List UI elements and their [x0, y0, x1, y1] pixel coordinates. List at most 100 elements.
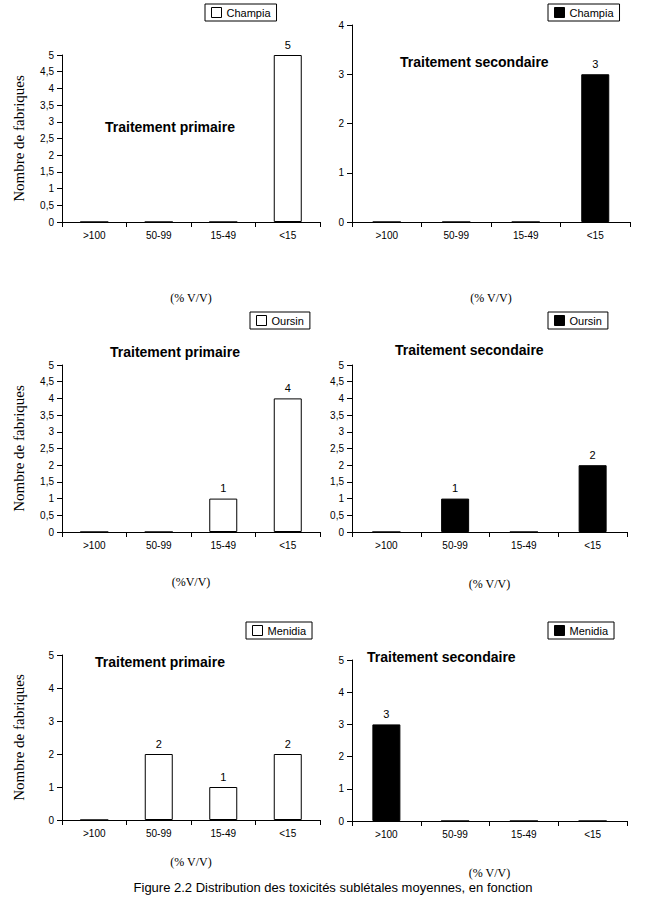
svg-text:Menidia: Menidia: [268, 625, 307, 637]
svg-text:0: 0: [48, 217, 54, 228]
svg-text:2,5: 2,5: [40, 133, 54, 144]
svg-text:50-99: 50-99: [442, 540, 468, 551]
svg-text:0: 0: [338, 217, 344, 228]
svg-text:<15: <15: [279, 828, 296, 839]
svg-text:50-99: 50-99: [442, 829, 468, 840]
svg-text:0,5: 0,5: [330, 510, 344, 521]
svg-text:3: 3: [338, 719, 344, 730]
svg-text:(% V/V): (% V/V): [170, 291, 211, 305]
svg-text:Traitement primaire: Traitement primaire: [95, 654, 225, 670]
svg-text:Nombre de fabriques: Nombre de fabriques: [11, 75, 27, 202]
svg-text:2: 2: [590, 449, 596, 461]
svg-text:Traitement secondaire: Traitement secondaire: [400, 54, 549, 70]
svg-text:15-49: 15-49: [210, 828, 236, 839]
svg-text:(%V/V): (%V/V): [172, 575, 211, 589]
svg-text:1: 1: [338, 167, 344, 178]
svg-text:>100: >100: [83, 540, 106, 551]
svg-text:3: 3: [338, 426, 344, 437]
svg-text:15-49: 15-49: [511, 540, 537, 551]
svg-text:>100: >100: [375, 230, 398, 241]
svg-text:4: 4: [48, 393, 54, 404]
svg-text:3: 3: [383, 708, 389, 720]
svg-text:2: 2: [156, 738, 162, 750]
svg-text:50-99: 50-99: [146, 828, 172, 839]
svg-text:0: 0: [48, 815, 54, 826]
svg-text:Nombre de fabriques: Nombre de fabriques: [11, 674, 27, 801]
svg-text:Oursin: Oursin: [570, 315, 602, 327]
svg-text:>100: >100: [375, 540, 398, 551]
svg-text:>100: >100: [83, 230, 106, 241]
svg-text:>100: >100: [83, 828, 106, 839]
svg-text:3,5: 3,5: [330, 410, 344, 421]
svg-text:3,5: 3,5: [40, 410, 54, 421]
svg-text:5: 5: [48, 650, 54, 661]
svg-text:Champia: Champia: [570, 7, 615, 19]
svg-text:<15: <15: [584, 829, 601, 840]
svg-text:<15: <15: [584, 540, 601, 551]
svg-text:15-49: 15-49: [513, 230, 539, 241]
svg-text:1,5: 1,5: [330, 476, 344, 487]
svg-text:Menidia: Menidia: [570, 625, 609, 637]
svg-text:5: 5: [48, 50, 54, 61]
svg-text:0,5: 0,5: [40, 200, 54, 211]
svg-text:15-49: 15-49: [511, 829, 537, 840]
svg-text:4,5: 4,5: [40, 66, 54, 77]
svg-text:0: 0: [338, 527, 344, 538]
svg-text:3: 3: [592, 58, 598, 70]
svg-text:3: 3: [338, 69, 344, 80]
svg-text:(% V/V): (% V/V): [170, 855, 211, 869]
svg-text:Oursin: Oursin: [272, 315, 304, 327]
svg-text:2: 2: [48, 460, 54, 471]
svg-text:1: 1: [220, 482, 226, 494]
svg-text:2: 2: [48, 749, 54, 760]
svg-text:5: 5: [48, 360, 54, 371]
svg-text:>100: >100: [375, 829, 398, 840]
svg-text:15-49: 15-49: [210, 540, 236, 551]
svg-text:2: 2: [338, 460, 344, 471]
svg-text:Champia: Champia: [227, 7, 272, 19]
svg-text:Traitement primaire: Traitement primaire: [110, 344, 240, 360]
svg-text:4,5: 4,5: [40, 376, 54, 387]
svg-text:<15: <15: [279, 540, 296, 551]
svg-text:4: 4: [48, 683, 54, 694]
svg-text:3: 3: [48, 426, 54, 437]
svg-text:4: 4: [48, 83, 54, 94]
svg-text:(% V/V): (% V/V): [469, 577, 510, 591]
svg-text:3: 3: [48, 116, 54, 127]
svg-text:2: 2: [48, 150, 54, 161]
svg-text:2,5: 2,5: [330, 443, 344, 454]
svg-text:3,5: 3,5: [40, 100, 54, 111]
svg-text:2: 2: [338, 118, 344, 129]
svg-text:2,5: 2,5: [40, 443, 54, 454]
svg-text:4: 4: [338, 687, 344, 698]
svg-text:Traitement secondaire: Traitement secondaire: [395, 342, 544, 358]
svg-text:Traitement primaire: Traitement primaire: [105, 119, 235, 135]
svg-text:2: 2: [338, 751, 344, 762]
svg-text:Nombre de fabriques: Nombre de fabriques: [11, 385, 27, 512]
svg-text:50-99: 50-99: [146, 230, 172, 241]
svg-text:0: 0: [338, 816, 344, 827]
svg-text:4: 4: [338, 393, 344, 404]
svg-text:5: 5: [338, 360, 344, 371]
svg-text:1,5: 1,5: [40, 476, 54, 487]
svg-text:50-99: 50-99: [443, 230, 469, 241]
svg-text:50-99: 50-99: [146, 540, 172, 551]
svg-text:<15: <15: [279, 230, 296, 241]
svg-text:0: 0: [48, 527, 54, 538]
svg-text:Traitement secondaire: Traitement secondaire: [367, 649, 516, 665]
svg-text:1: 1: [338, 783, 344, 794]
svg-text:1: 1: [48, 782, 54, 793]
svg-text:1,5: 1,5: [40, 166, 54, 177]
svg-text:<15: <15: [587, 230, 604, 241]
svg-text:(% V/V): (% V/V): [470, 291, 511, 305]
svg-text:0,5: 0,5: [40, 510, 54, 521]
svg-text:4: 4: [285, 382, 291, 394]
svg-text:1: 1: [48, 183, 54, 194]
svg-text:3: 3: [48, 716, 54, 727]
svg-text:1: 1: [338, 493, 344, 504]
svg-text:(% V/V): (% V/V): [469, 866, 510, 880]
svg-text:1: 1: [220, 771, 226, 783]
svg-text:5: 5: [338, 655, 344, 666]
svg-text:1: 1: [48, 493, 54, 504]
svg-text:15-49: 15-49: [210, 230, 236, 241]
